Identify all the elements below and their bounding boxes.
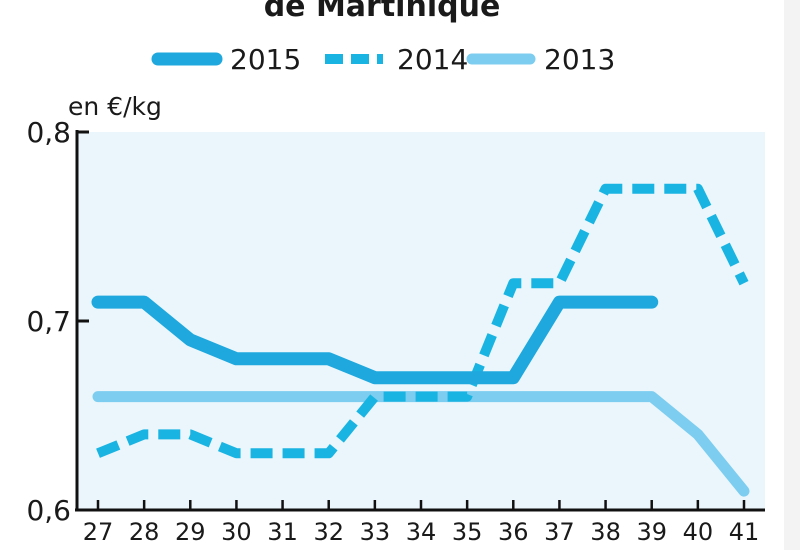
y-tick-label: 0,7 bbox=[26, 305, 71, 338]
x-tick-label: 36 bbox=[498, 518, 529, 546]
series-line-2015 bbox=[91, 295, 659, 385]
x-tick-label: 31 bbox=[267, 518, 298, 546]
x-tick-label: 32 bbox=[313, 518, 344, 546]
legend-label-2015: 2015 bbox=[230, 43, 301, 76]
x-axis-ticks: 27 28 29 30 31 32 33 34 35 36 37 38 39 40 41 bbox=[83, 500, 760, 546]
x-tick-label: 41 bbox=[729, 518, 760, 546]
x-tick-label: 33 bbox=[360, 518, 391, 546]
y-tick-label: 0,8 bbox=[26, 116, 71, 149]
x-tick-label: 35 bbox=[452, 518, 483, 546]
series-line-2014 bbox=[96, 183, 749, 459]
x-tick-label: 40 bbox=[683, 518, 714, 546]
y-axis-ticks: 0,6 0,7 0,8 bbox=[26, 116, 89, 527]
x-tick-label: 30 bbox=[221, 518, 252, 546]
y-tick-label: 0,6 bbox=[26, 494, 71, 527]
x-tick-label: 29 bbox=[175, 518, 206, 546]
legend: 2015 2014 2013 bbox=[151, 43, 615, 76]
plot-area bbox=[77, 132, 765, 510]
page-edge bbox=[784, 0, 800, 550]
y-axis-unit-label: en €/kg bbox=[68, 92, 162, 121]
x-tick-label: 39 bbox=[636, 518, 667, 546]
x-tick-label: 27 bbox=[83, 518, 114, 546]
x-tick-label: 37 bbox=[544, 518, 575, 546]
series-layer bbox=[91, 183, 750, 497]
chart-title: de Martinique bbox=[264, 0, 501, 24]
legend-label-2014: 2014 bbox=[397, 43, 468, 76]
x-tick-label: 28 bbox=[129, 518, 160, 546]
x-tick-label: 38 bbox=[590, 518, 621, 546]
legend-label-2013: 2013 bbox=[544, 43, 615, 76]
x-tick-label: 34 bbox=[406, 518, 437, 546]
